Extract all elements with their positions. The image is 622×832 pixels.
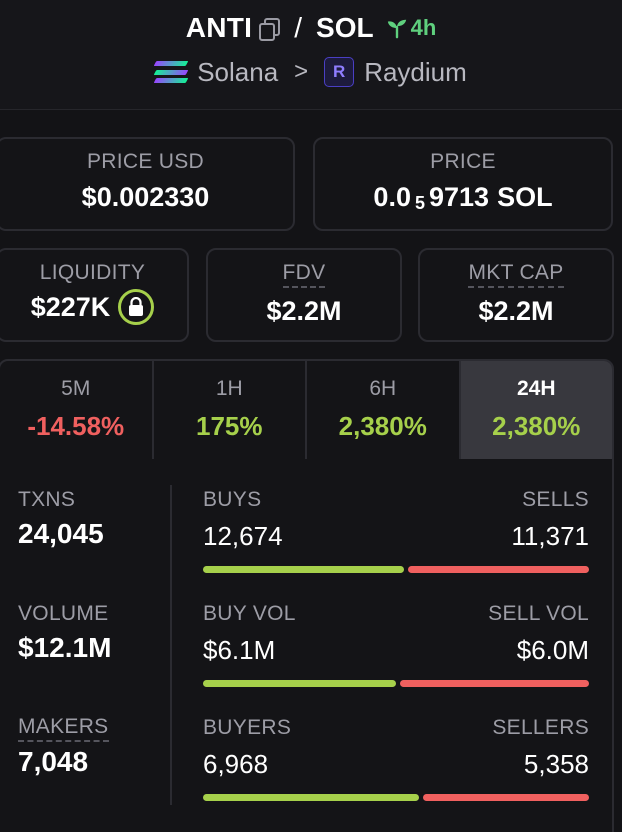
price-usd-value: $0.002330 [81, 182, 210, 212]
buy-vol-value: $6.1M [203, 635, 276, 665]
price-native-value: 0.0 5 9713 SOL [373, 182, 552, 213]
price-native-zero-count: 5 [414, 193, 425, 213]
price-usd-label: PRICE USD [86, 150, 205, 173]
price-native-digits: 9713 [428, 182, 490, 212]
sprout-icon [387, 19, 406, 39]
mkt-cap-card: MKT CAP $2.2M [418, 248, 614, 342]
sellers-value: 5,358 [523, 749, 589, 779]
liquidity-card: LIQUIDITY $227K [0, 248, 189, 342]
pair-separator: / [294, 12, 303, 43]
volume-stat: VOLUME $12.1M [18, 602, 111, 664]
txns-value: 24,045 [18, 518, 104, 549]
chain-breadcrumb: Solana > R Raydium [0, 54, 622, 90]
copy-icon[interactable] [258, 17, 281, 41]
solana-chain-icon [153, 59, 189, 85]
pair-age: 4h [410, 15, 437, 40]
sells-bar [408, 566, 589, 573]
tab-1h-label: 1H [215, 377, 243, 400]
tab-24h[interactable]: 24H 2,380% [460, 361, 612, 459]
tab-6h[interactable]: 6H 2,380% [307, 361, 461, 459]
buyers-label: BUYERS [203, 716, 292, 739]
price-native-prefix: 0.0 [373, 182, 411, 212]
volume-ratio-bar [203, 680, 589, 687]
buys-bar [203, 566, 405, 573]
sell-vol-bar [399, 680, 589, 687]
raydium-dex-icon: R [324, 57, 355, 87]
sell-vol-value: $6.0M [516, 635, 589, 665]
price-native-card: PRICE 0.0 5 9713 SOL [313, 137, 613, 231]
buy-sell-volume-split: BUY VOL SELL VOL $6.1M $6.0M [203, 602, 589, 687]
makers-value: 7,048 [18, 746, 89, 777]
price-usd-card: PRICE USD $0.002330 [0, 137, 295, 231]
sells-value: 11,371 [511, 521, 589, 551]
price-native-unit: SOL [497, 182, 553, 212]
buy-vol-bar [203, 680, 396, 687]
fdv-card: FDV $2.2M [206, 248, 402, 342]
sell-vol-label: SELL VOL [488, 602, 589, 625]
tab-24h-label: 24H [516, 377, 556, 400]
liquidity-label: LIQUIDITY [39, 261, 146, 284]
buyers-sellers-split: BUYERS SELLERS 6,968 5,358 [203, 716, 589, 801]
fdv-label[interactable]: FDV [282, 261, 326, 288]
txns-label: TXNS [18, 488, 76, 511]
volume-label: VOLUME [18, 602, 109, 625]
tab-5m[interactable]: 5M -14.58% [0, 361, 154, 459]
dex-name[interactable]: Raydium [364, 56, 467, 87]
tab-1h-change: 175% [196, 411, 263, 441]
tab-5m-label: 5M [61, 377, 91, 400]
mkt-cap-label[interactable]: MKT CAP [468, 261, 564, 288]
buys-sells-ratio-bar [203, 566, 589, 573]
sellers-label: SELLERS [492, 716, 589, 739]
tab-6h-label: 6H [369, 377, 397, 400]
buys-label: BUYS [203, 488, 262, 511]
buyers-sellers-ratio-bar [203, 794, 589, 801]
buyers-bar [203, 794, 419, 801]
tab-1h[interactable]: 1H 175% [154, 361, 307, 459]
sellers-bar [422, 794, 589, 801]
tab-24h-change: 2,380% [492, 411, 581, 441]
makers-label[interactable]: MAKERS [18, 715, 109, 742]
sells-label: SELLS [522, 488, 589, 511]
pair-title-row: ANTI / SOL 4h [0, 8, 622, 48]
timeframe-tabs: 5M -14.58% 1H 175% 6H 2,380% 24H 2,380% [0, 359, 614, 461]
mkt-cap-value: $2.2M [478, 296, 554, 326]
transaction-stats: TXNS 24,045 VOLUME $12.1M MAKERS 7,048 B… [0, 459, 614, 832]
liquidity-value-row: $227K [31, 289, 155, 325]
quote-token-symbol: SOL [316, 12, 374, 43]
price-native-label: PRICE [430, 150, 496, 173]
txns-stat: TXNS 24,045 [18, 488, 104, 550]
buys-sells-split: BUYS SELLS 12,674 11,371 [203, 488, 589, 573]
stats-divider [170, 485, 172, 805]
chain-name[interactable]: Solana [197, 56, 279, 87]
liquidity-lock-icon[interactable] [118, 289, 155, 325]
liquidity-value: $227K [30, 291, 111, 322]
chevron-right-icon: > [294, 58, 309, 85]
pair-age-badge: 4h [386, 15, 437, 41]
makers-stat: MAKERS 7,048 [18, 715, 109, 778]
buyers-value: 6,968 [203, 749, 269, 779]
base-token-symbol: ANTI [185, 12, 253, 43]
buys-value: 12,674 [203, 521, 283, 551]
tab-6h-change: 2,380% [338, 411, 427, 441]
fdv-value: $2.2M [266, 296, 342, 326]
tab-5m-change: -14.58% [27, 411, 125, 441]
buy-vol-label: BUY VOL [203, 602, 296, 625]
pair-header: ANTI / SOL 4h Solana > R Raydium [0, 0, 622, 110]
volume-value: $12.1M [18, 632, 112, 663]
